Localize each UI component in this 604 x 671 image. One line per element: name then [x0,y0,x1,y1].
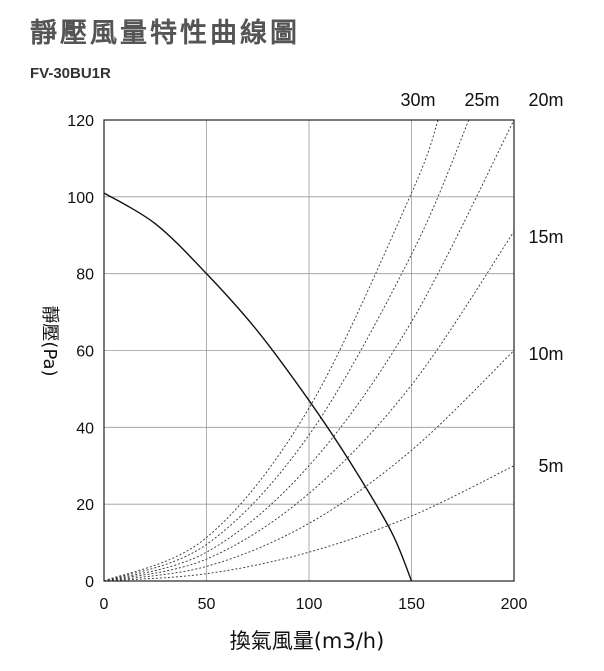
y-axis-label: 靜壓(Pa) [39,305,60,376]
curves [103,119,515,582]
x-tick-label: 100 [296,596,323,613]
x-tick-label: 50 [198,596,216,613]
tick-labels: 0 50 100 150 200 0 20 40 60 80 100 120 [67,113,527,613]
chart-title: 靜壓風量特性曲線圖 [30,17,300,49]
plot-frame [103,119,515,582]
grid [103,119,515,582]
y-tick-label: 0 [85,574,94,591]
curve-label-15m: 15m [528,227,563,247]
x-tick-label: 150 [398,596,425,613]
curve-labels: 30m 25m 20m 15m 10m 5m [400,90,563,476]
chart-subtitle: FV-30BU1R [30,65,111,82]
curve-label-5m: 5m [538,456,563,476]
y-tick-label: 60 [76,344,94,361]
curve-label-25m: 25m [464,90,499,110]
y-tick-label: 40 [76,420,94,437]
y-tick-label: 80 [76,267,94,284]
curve-label-10m: 10m [528,344,563,364]
x-tick-label: 200 [501,596,528,613]
curve-label-30m: 30m [400,90,435,110]
duct-curve-15m [103,231,515,582]
duct-curve-5m [103,465,515,582]
y-tick-label: 120 [67,113,94,130]
duct-curve-20m [103,119,515,582]
y-tick-label: 100 [67,190,94,207]
curve-label-20m: 20m [528,90,563,110]
x-axis-label: 換氣風量(m3/h) [230,629,385,653]
x-tick-label: 0 [100,596,109,613]
fan-curve [103,192,413,582]
duct-curve-30m [103,119,439,582]
duct-curve-25m [103,119,470,582]
y-tick-label: 20 [76,497,94,514]
duct-curve-10m [103,350,515,582]
